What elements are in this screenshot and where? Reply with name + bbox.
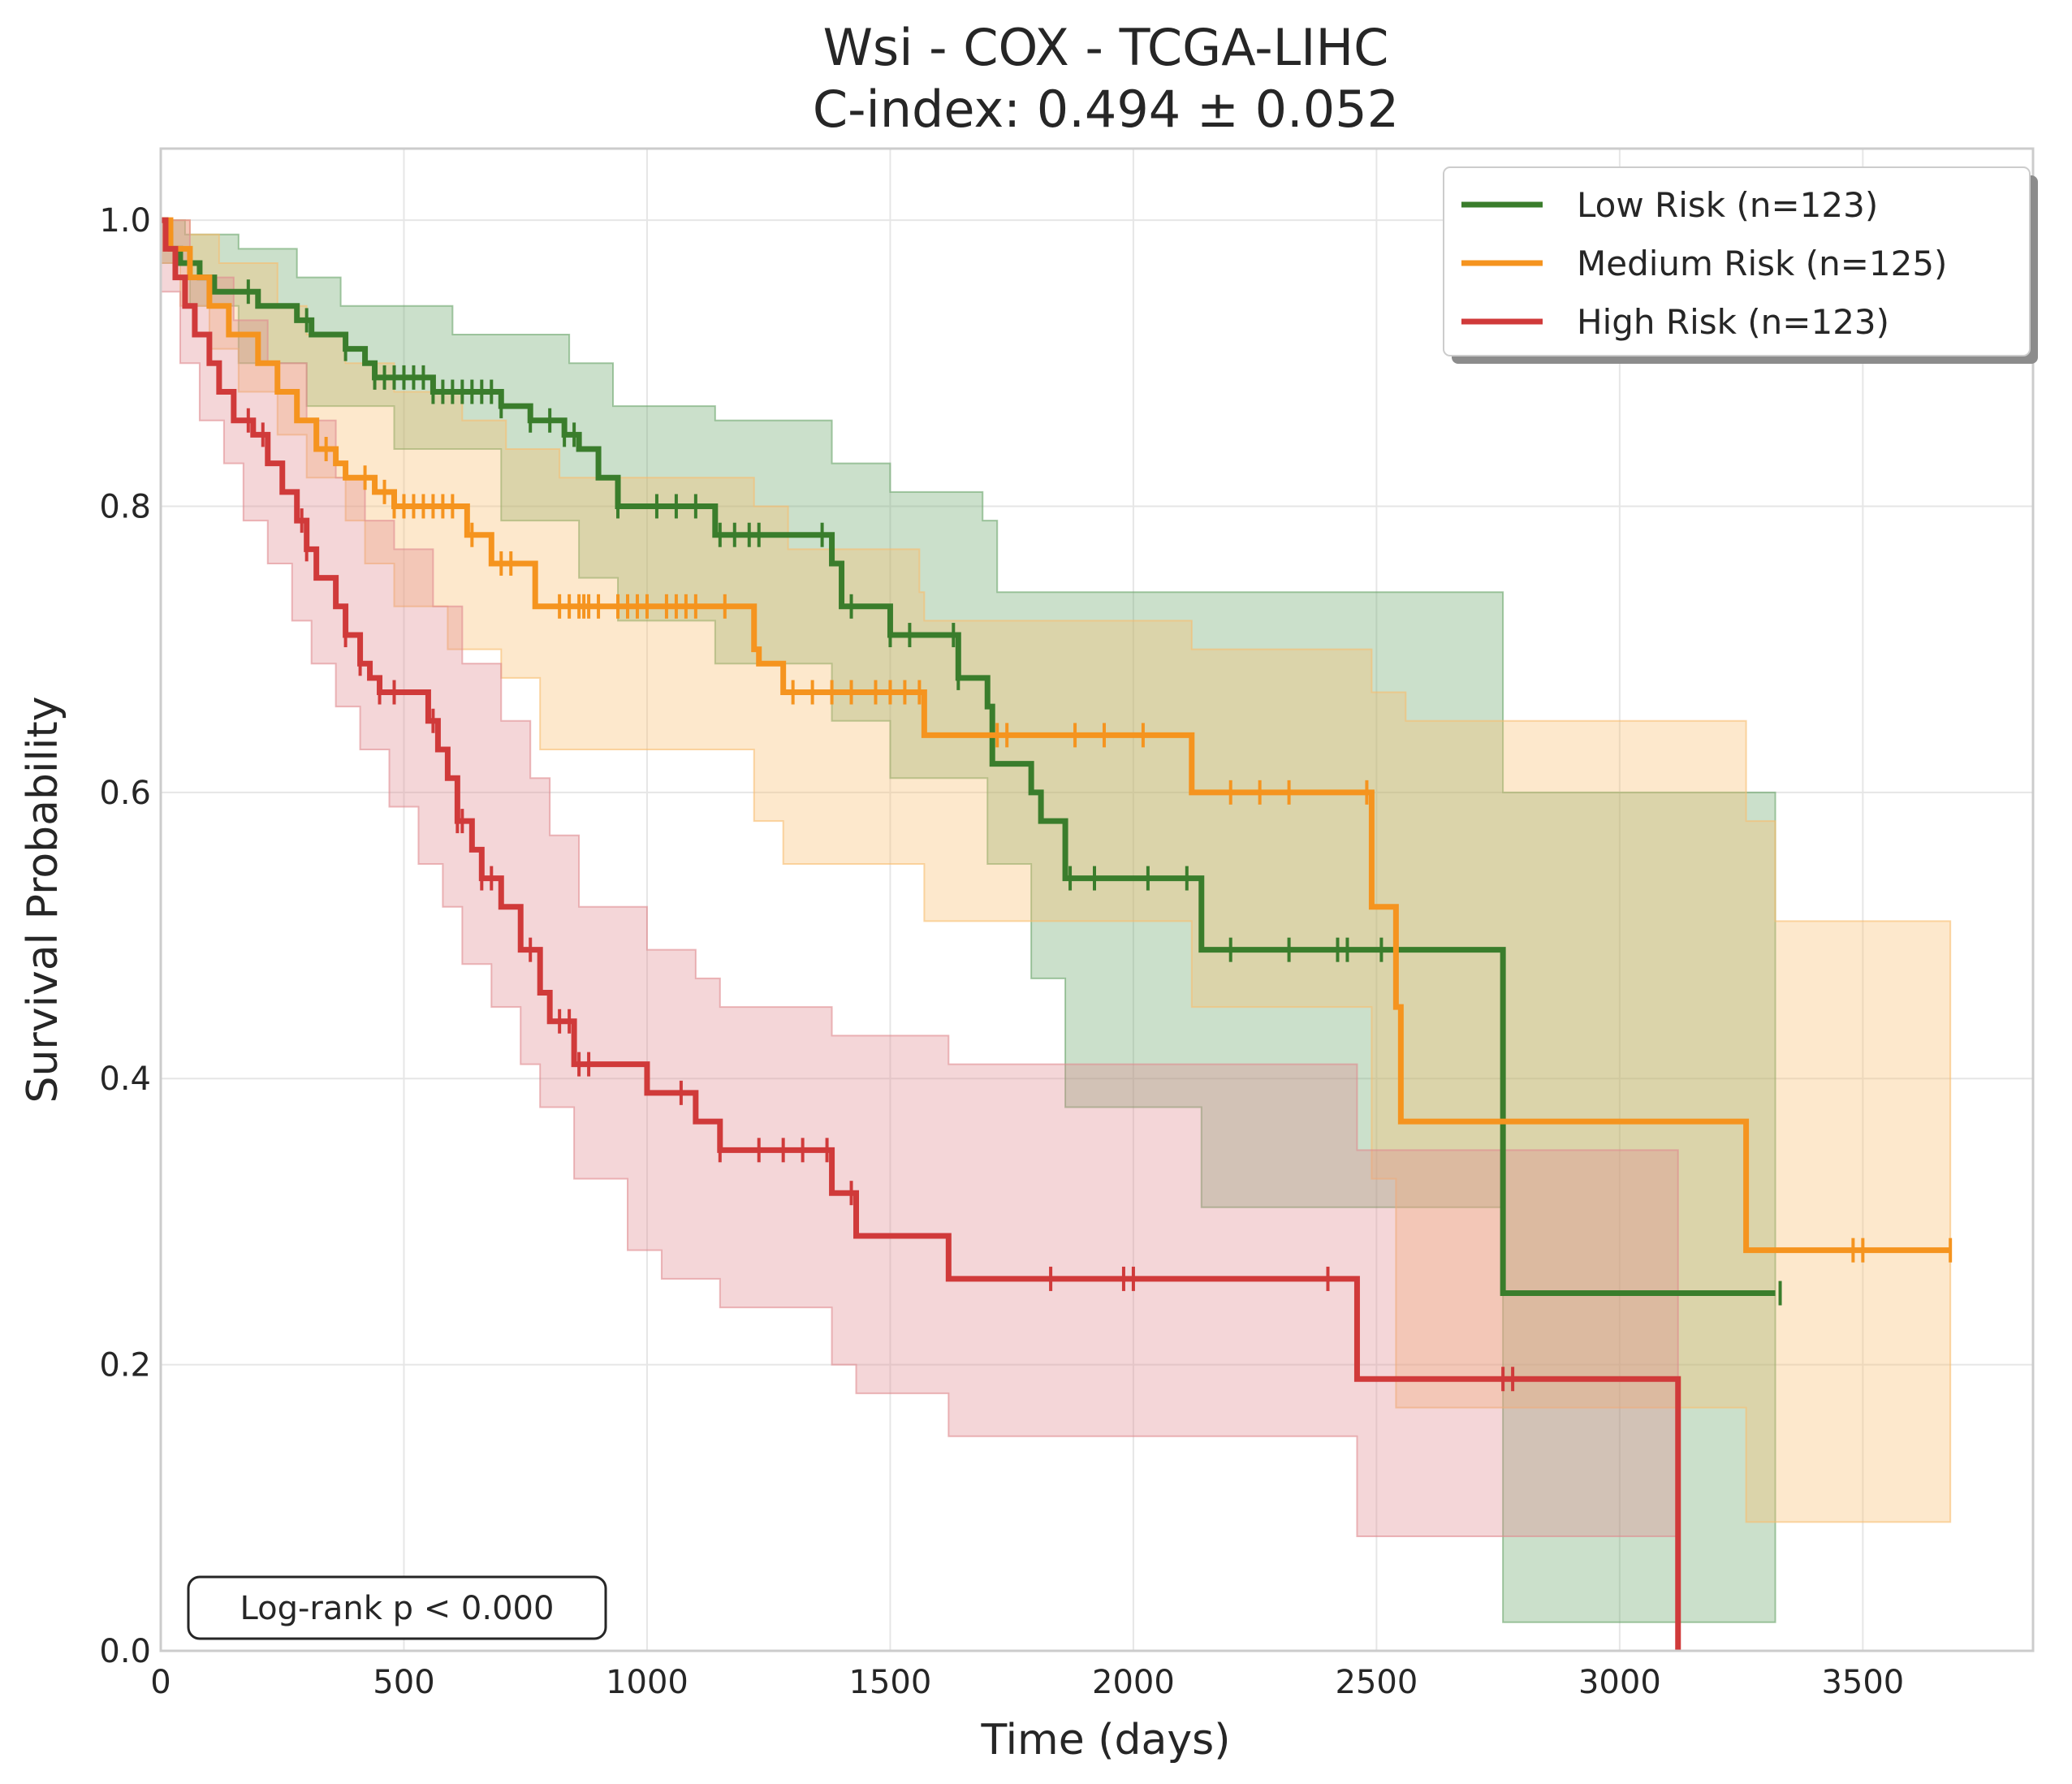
x-tick-label: 3000	[1578, 1664, 1661, 1701]
x-tick-label: 1000	[606, 1664, 689, 1701]
y-tick-label: 1.0	[99, 202, 151, 240]
y-tick-label: 0.6	[99, 775, 151, 812]
legend-box	[1443, 166, 2031, 356]
axis-ticks: 0 500 1000 1500 2000 2500 3000 3500 0.0 0.2 0.4 0.6…	[99, 202, 1904, 1701]
y-tick-label: 0.4	[99, 1060, 151, 1098]
y-tick-label: 0.2	[99, 1347, 151, 1384]
legend-label: High Risk (n=123)	[1577, 302, 1889, 342]
x-tick-label: 1500	[849, 1664, 932, 1701]
y-tick-label: 0.0	[99, 1633, 151, 1670]
x-tick-label: 2000	[1092, 1664, 1175, 1701]
survival-curve-1	[161, 217, 1951, 1254]
logrank-annotation: Log-rank p < 0.000	[187, 1575, 607, 1640]
x-tick-label: 0	[150, 1664, 171, 1701]
annotation-box	[187, 1575, 607, 1640]
y-tick-label: 0.8	[99, 488, 151, 525]
x-tick-label: 2500	[1336, 1664, 1418, 1701]
survival-curve-2	[161, 217, 1681, 1651]
survival-curve-0	[161, 217, 1776, 1297]
x-axis-label: Time (days)	[980, 1716, 1230, 1765]
confidence-band-2	[160, 219, 1679, 1651]
x-tick-label: 500	[373, 1664, 434, 1701]
annotation-text: Log-rank p < 0.000	[240, 1590, 555, 1627]
confidence-bands	[160, 219, 1952, 1651]
x-tick-label: 3500	[1821, 1664, 1904, 1701]
chart-subtitle: C-index: 0.494 ± 0.052	[813, 80, 1399, 139]
legend: Low Risk (n=123) Medium Risk (n=125) High …	[1443, 166, 2038, 364]
survival-curves	[161, 217, 1953, 1651]
legend-label: Medium Risk (n=125)	[1577, 244, 1947, 283]
plot-frame	[159, 147, 2035, 1652]
chart-title: Wsi - COX - TCGA-LIHC	[823, 18, 1389, 77]
y-axis-label: Survival Probability	[19, 696, 67, 1103]
legend-label: Low Risk (n=123)	[1577, 185, 1878, 225]
